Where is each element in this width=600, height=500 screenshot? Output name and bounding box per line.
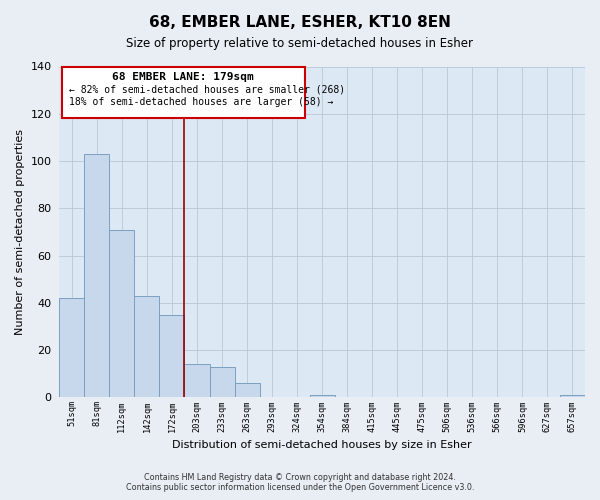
- X-axis label: Distribution of semi-detached houses by size in Esher: Distribution of semi-detached houses by …: [172, 440, 472, 450]
- Bar: [85, 154, 109, 398]
- Bar: [134, 296, 160, 398]
- Text: Contains public sector information licensed under the Open Government Licence v3: Contains public sector information licen…: [126, 484, 474, 492]
- Bar: [59, 298, 85, 398]
- Bar: [109, 230, 134, 398]
- Bar: [235, 383, 260, 398]
- Bar: [160, 314, 184, 398]
- FancyBboxPatch shape: [62, 66, 305, 118]
- Text: 68, EMBER LANE, ESHER, KT10 8EN: 68, EMBER LANE, ESHER, KT10 8EN: [149, 15, 451, 30]
- Text: Contains HM Land Registry data © Crown copyright and database right 2024.: Contains HM Land Registry data © Crown c…: [144, 474, 456, 482]
- Bar: [560, 395, 585, 398]
- Text: 68 EMBER LANE: 179sqm: 68 EMBER LANE: 179sqm: [112, 72, 254, 83]
- Bar: [209, 366, 235, 398]
- Bar: [310, 395, 335, 398]
- Text: Size of property relative to semi-detached houses in Esher: Size of property relative to semi-detach…: [127, 38, 473, 51]
- Text: 18% of semi-detached houses are larger (58) →: 18% of semi-detached houses are larger (…: [70, 97, 334, 107]
- Bar: [184, 364, 209, 398]
- Y-axis label: Number of semi-detached properties: Number of semi-detached properties: [15, 129, 25, 335]
- Text: ← 82% of semi-detached houses are smaller (268): ← 82% of semi-detached houses are smalle…: [70, 84, 346, 94]
